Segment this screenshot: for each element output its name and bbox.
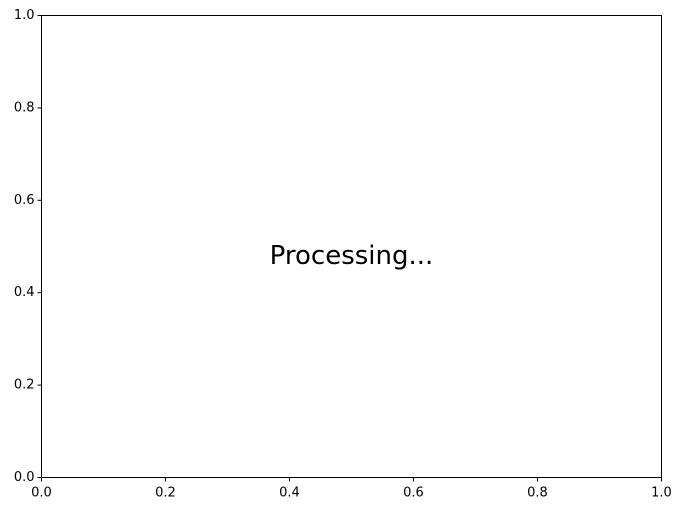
x-tick-label: 0.4 [279, 486, 300, 501]
x-axis: 0.0 0.2 0.4 0.6 0.8 1.0 [31, 477, 672, 501]
x-tick-label: 0.0 [31, 486, 52, 501]
y-axis: 0.0 0.2 0.4 0.6 0.8 1.0 [14, 8, 42, 485]
y-tick-label: 0.6 [14, 193, 35, 208]
y-tick-label: 0.8 [14, 100, 35, 115]
y-tick-label: 0.2 [14, 378, 35, 393]
y-tick-label: 1.0 [14, 8, 35, 23]
axes-frame [41, 15, 662, 478]
x-tick-label: 1.0 [651, 486, 672, 501]
x-tick-label: 0.6 [403, 486, 424, 501]
processing-label: Processing... [270, 241, 434, 271]
y-tick-label: 0.0 [14, 470, 35, 485]
x-tick-label: 0.2 [155, 486, 176, 501]
x-tick-label: 0.8 [527, 486, 548, 501]
y-tick-label: 0.4 [14, 285, 35, 300]
